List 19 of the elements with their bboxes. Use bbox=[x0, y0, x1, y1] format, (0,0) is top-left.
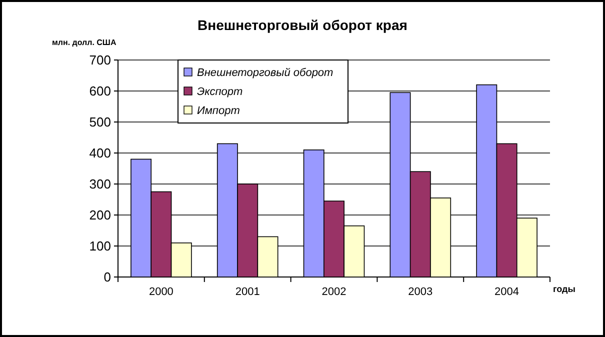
y-tick-label: 500 bbox=[89, 114, 111, 130]
x-tick-label: 2001 bbox=[235, 286, 260, 298]
legend-label: Импорт bbox=[197, 105, 240, 117]
y-tick-label: 300 bbox=[89, 176, 111, 192]
x-axis-title: годы bbox=[553, 284, 576, 294]
y-tick-label: 400 bbox=[89, 146, 111, 161]
x-tick-label: 2000 bbox=[148, 286, 174, 298]
y-axis-title: млн. долл. США bbox=[52, 38, 116, 47]
x-tick-label: 2003 bbox=[408, 286, 433, 298]
chart-title: Внешнеторговый оборот края bbox=[198, 17, 408, 33]
legend-label: Экспорт bbox=[197, 86, 243, 98]
y-tick-label: 700 bbox=[89, 52, 111, 68]
y-tick-label: 100 bbox=[89, 238, 111, 254]
y-tick-label: 0 bbox=[104, 270, 111, 285]
x-tick-label: 2004 bbox=[494, 286, 520, 298]
x-tick-label: 2002 bbox=[322, 286, 346, 298]
legend-label: Внешнеторговый оборот bbox=[197, 67, 334, 79]
y-tick-label: 200 bbox=[89, 208, 111, 223]
y-tick-label: 600 bbox=[89, 84, 111, 99]
